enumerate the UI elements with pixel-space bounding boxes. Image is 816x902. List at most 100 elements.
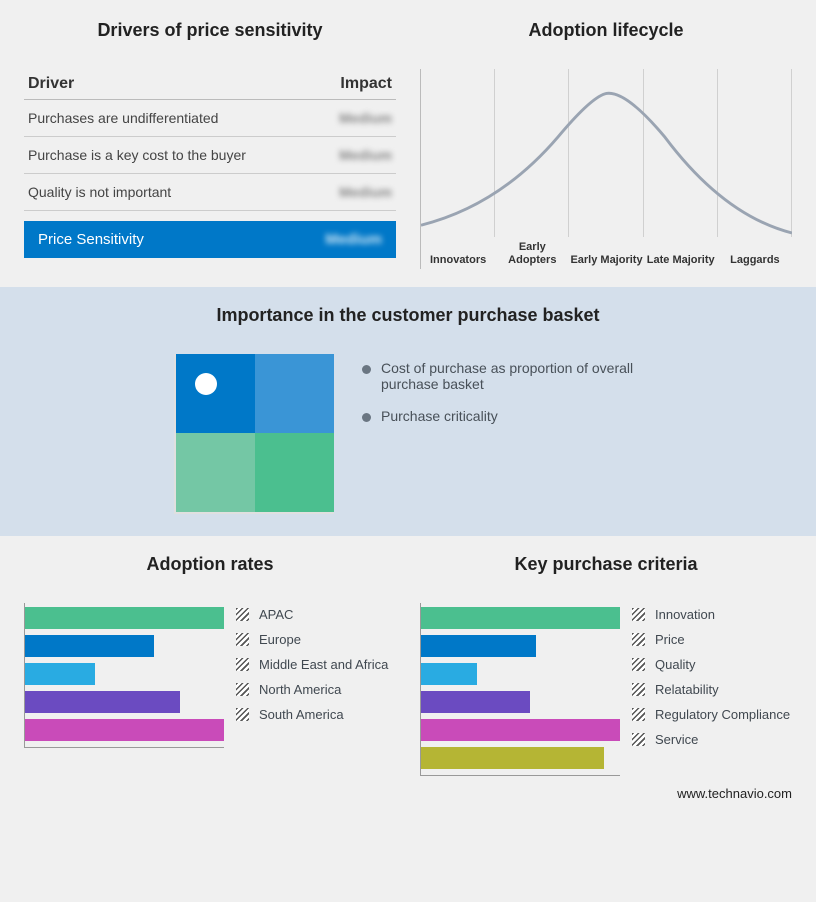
basket-legend-item: Purchase criticality [362, 408, 642, 424]
adoption-rates-legend: APAC Europe Middle East and Africa North Am… [236, 603, 388, 722]
hbar-legend-label: South America [259, 707, 344, 722]
purchase-criteria-legend: Innovation Price Quality Relatability Regula… [632, 603, 790, 747]
purchase-criteria-bars [420, 603, 620, 776]
hatch-swatch-icon [632, 708, 645, 721]
lifecycle-stage-label: Innovators [421, 237, 495, 269]
drivers-title: Drivers of price sensitivity [24, 20, 396, 41]
hbar [25, 663, 95, 685]
hbar-legend-label: Innovation [655, 607, 715, 622]
hatch-swatch-icon [632, 608, 645, 621]
lifecycle-title: Adoption lifecycle [420, 20, 792, 41]
hbar-legend-label: Price [655, 632, 685, 647]
bullet-icon [362, 365, 371, 374]
hbar-legend-label: Quality [655, 657, 695, 672]
infographic-page: Drivers of price sensitivity Driver Impa… [0, 0, 816, 817]
lifecycle-curve [421, 69, 792, 235]
hbar-legend-item: Price [632, 632, 790, 647]
quadrant-bl [176, 433, 255, 512]
lifecycle-stage-label: Laggards [718, 237, 792, 269]
hbar [421, 719, 620, 741]
adoption-rates-panel: Adoption rates APAC Europe Middle East and… [24, 554, 396, 776]
drivers-table-head: Driver Impact [24, 69, 396, 100]
hatch-swatch-icon [236, 658, 249, 671]
hbar-legend-item: Regulatory Compliance [632, 707, 790, 722]
summary-label: Price Sensitivity [38, 231, 144, 248]
hatch-swatch-icon [632, 733, 645, 746]
driver-label: Quality is not important [28, 184, 171, 200]
hatch-swatch-icon [236, 608, 249, 621]
footer-source: www.technavio.com [0, 786, 816, 817]
hatch-swatch-icon [632, 658, 645, 671]
basket-legend-item: Cost of purchase as proportion of overal… [362, 360, 642, 392]
driver-label: Purchase is a key cost to the buyer [28, 147, 246, 163]
hbar-legend-label: Europe [259, 632, 301, 647]
hbar-legend-item: North America [236, 682, 388, 697]
drivers-summary-row: Price Sensitivity Medium [24, 221, 396, 258]
hatch-swatch-icon [236, 633, 249, 646]
top-row: Drivers of price sensitivity Driver Impa… [0, 0, 816, 287]
drivers-table: Driver Impact Purchases are undifferenti… [24, 69, 396, 258]
hbar-legend-label: Middle East and Africa [259, 657, 388, 672]
hbar-legend-label: North America [259, 682, 341, 697]
lifecycle-panel: Adoption lifecycle InnovatorsEarly Adopt… [420, 20, 792, 269]
hbar [25, 691, 180, 713]
hbar [25, 719, 224, 741]
driver-impact: Medium [339, 110, 392, 126]
hbar-legend-item: APAC [236, 607, 388, 622]
quadrant-chart [174, 354, 334, 514]
quadrant-br [255, 433, 334, 512]
hbar-legend-label: Relatability [655, 682, 719, 697]
basket-legend: Cost of purchase as proportion of overal… [362, 354, 642, 514]
hbar-legend-label: Service [655, 732, 698, 747]
hbar-legend-label: Regulatory Compliance [655, 707, 790, 722]
hbar-legend-item: Innovation [632, 607, 790, 622]
hbar-legend-item: Service [632, 732, 790, 747]
col-impact: Impact [340, 75, 392, 93]
purchase-criteria-panel: Key purchase criteria InnovationPriceQua… [420, 554, 792, 776]
adoption-rates-bars [24, 603, 224, 748]
hbar [421, 635, 536, 657]
driver-impact: Medium [339, 147, 392, 163]
hatch-swatch-icon [236, 683, 249, 696]
hbar [25, 635, 154, 657]
hatch-swatch-icon [632, 633, 645, 646]
lifecycle-chart: InnovatorsEarly AdoptersEarly MajorityLa… [420, 69, 792, 269]
hbar-legend-item: Quality [632, 657, 790, 672]
adoption-rates-title: Adoption rates [24, 554, 396, 575]
basket-band: Importance in the customer purchase bask… [0, 287, 816, 536]
summary-value: Medium [325, 231, 382, 248]
bullet-icon [362, 413, 371, 422]
hbar [421, 663, 477, 685]
basket-legend-label: Cost of purchase as proportion of overal… [381, 360, 642, 392]
basket-title: Importance in the customer purchase bask… [24, 305, 792, 326]
hbar-legend-item: Middle East and Africa [236, 657, 388, 672]
hbar-legend-item: Europe [236, 632, 388, 647]
hbar [421, 607, 620, 629]
quadrant-tr [255, 354, 334, 433]
adoption-rates-chart: APAC Europe Middle East and Africa North Am… [24, 603, 396, 748]
drivers-row: Purchases are undifferentiated Medium [24, 100, 396, 137]
lifecycle-stage-label: Early Adopters [495, 237, 569, 269]
hatch-swatch-icon [632, 683, 645, 696]
lifecycle-stage-label: Late Majority [644, 237, 718, 269]
hbar-legend-item: South America [236, 707, 388, 722]
lifecycle-stage-labels: InnovatorsEarly AdoptersEarly MajorityLa… [421, 237, 792, 269]
driver-impact: Medium [339, 184, 392, 200]
basket-content: Cost of purchase as proportion of overal… [24, 354, 792, 514]
purchase-criteria-chart: Innovation Price Quality Relatability Regula… [420, 603, 792, 776]
drivers-row: Purchase is a key cost to the buyer Mediu… [24, 137, 396, 174]
col-driver: Driver [28, 75, 74, 93]
basket-legend-label: Purchase criticality [381, 408, 498, 424]
quadrant-tl [176, 354, 255, 433]
lifecycle-stage-label: Early Majority [569, 237, 643, 269]
drivers-row: Quality is not important Medium [24, 174, 396, 211]
hbar-legend-item: Relatability [632, 682, 790, 697]
hatch-swatch-icon [236, 708, 249, 721]
hbar [421, 747, 604, 769]
bottom-row: Adoption rates APAC Europe Middle East and… [0, 536, 816, 786]
hbar [25, 607, 224, 629]
hbar-legend-label: APAC [259, 607, 293, 622]
drivers-panel: Drivers of price sensitivity Driver Impa… [24, 20, 396, 269]
driver-label: Purchases are undifferentiated [28, 110, 218, 126]
hbar [421, 691, 530, 713]
